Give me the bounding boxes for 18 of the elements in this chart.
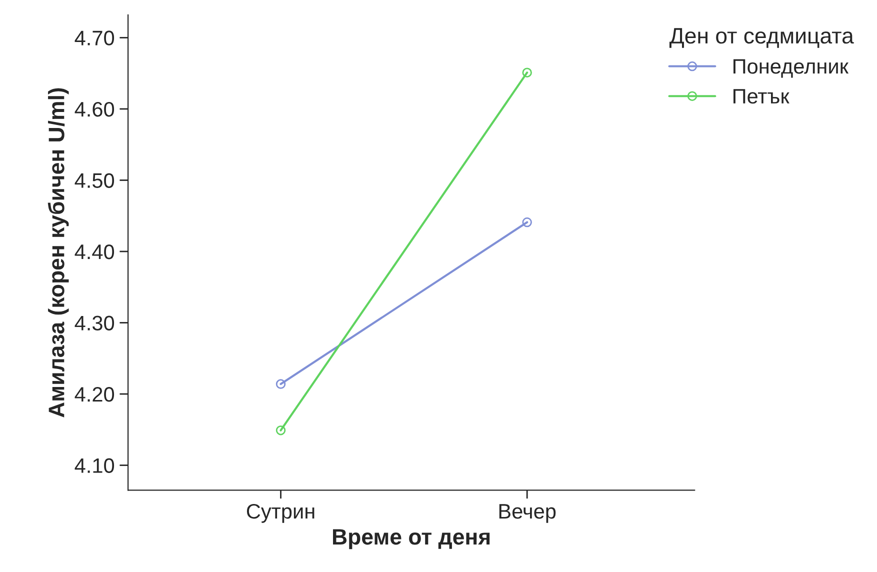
y-tick-label: 4.40 bbox=[74, 244, 114, 260]
x-tick-label: Сутрин bbox=[246, 504, 314, 523]
y-tick-label: 4.20 bbox=[74, 387, 114, 402]
x-axis-title: Време от деня bbox=[333, 529, 490, 550]
legend-label: Понеделник bbox=[733, 59, 849, 78]
legend-title: Ден от седмицата bbox=[669, 28, 854, 48]
y-tick-label: 4.60 bbox=[74, 102, 114, 117]
y-axis-title: Амилаза (корен кубичен U/ml) bbox=[48, 88, 69, 418]
point bbox=[522, 217, 532, 228]
point bbox=[522, 68, 532, 78]
y-tick-label: 4.10 bbox=[74, 458, 114, 474]
point bbox=[276, 425, 286, 436]
y-tick-label: 4.30 bbox=[74, 316, 114, 330]
point bbox=[276, 379, 286, 389]
legend-label: Петък bbox=[733, 89, 790, 104]
x-tick-label: Вечер bbox=[499, 504, 556, 523]
y-tick-label: 4.70 bbox=[74, 30, 114, 46]
y-tick-label: 4.50 bbox=[74, 173, 114, 188]
